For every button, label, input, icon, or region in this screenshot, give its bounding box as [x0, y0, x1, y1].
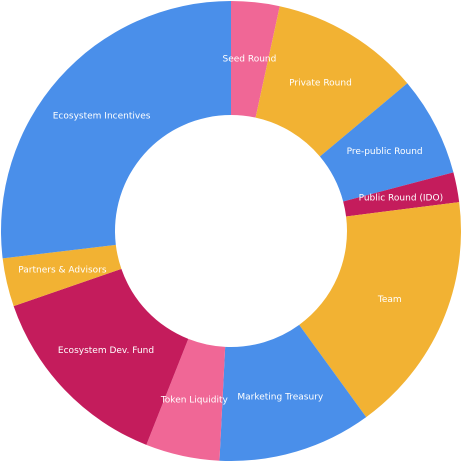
slice-private-round	[255, 6, 408, 157]
slice-marketing-treasury	[219, 324, 367, 461]
chart-labels: Seed Round Private Round Pre-public Round P…	[18, 54, 443, 405]
slice-label-public-round-ido: Public Round (IDO)	[359, 194, 444, 204]
slice-ecosystem-incentives	[0, 1, 231, 259]
slice-label-team: Team	[377, 295, 402, 305]
slice-label-token-liquidity: Token Liquidity	[160, 396, 229, 406]
slice-label-private-round: Private Round	[289, 78, 352, 88]
slice-label-partners-advisors: Partners & Advisors	[18, 265, 107, 275]
slice-ecosystem-dev-fund	[13, 268, 189, 445]
slice-pre-public-round	[319, 83, 454, 202]
slice-label-seed-round: Seed Round	[223, 54, 277, 64]
slice-label-ecosystem-incentives: Ecosystem Incentives	[53, 112, 151, 122]
slice-seed-round	[231, 1, 280, 118]
slice-token-liquidity	[146, 338, 226, 461]
slice-team	[299, 202, 461, 418]
slice-public-round-ido	[343, 172, 460, 217]
slice-label-pre-public-round: Pre-public Round	[347, 147, 423, 157]
slice-label-marketing-treasury: Marketing Treasury	[237, 392, 324, 402]
slice-partners-advisors	[2, 244, 122, 307]
slice-label-ecosystem-dev-fund: Ecosystem Dev. Fund	[58, 346, 154, 356]
